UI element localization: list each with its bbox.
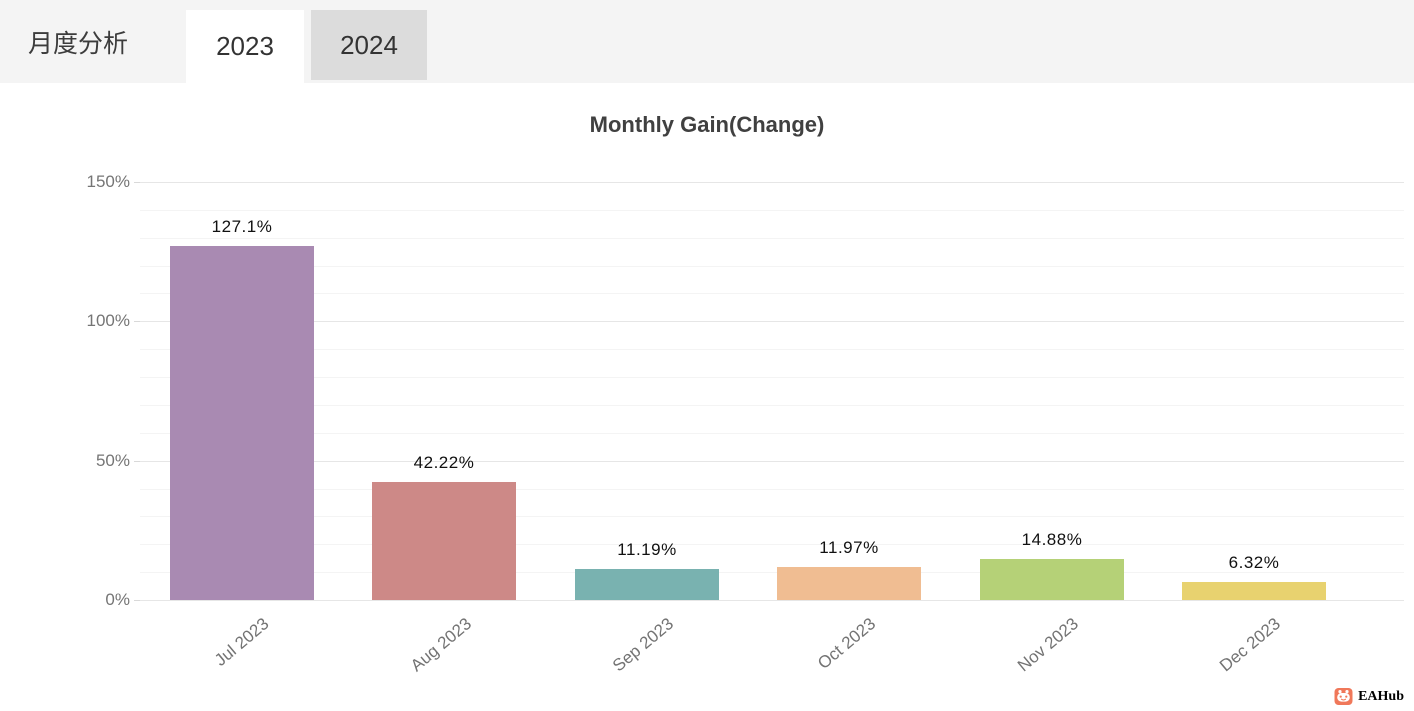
minor-grid-line [140,293,1404,294]
x-axis-label-aug-2023: Aug 2023 [406,614,475,676]
value-label-aug-2023: 42.22% [413,453,475,472]
tab-2024[interactable]: 2024 [311,10,427,80]
bar-aug-2023[interactable] [372,482,516,600]
minor-grid-line [140,349,1404,350]
y-axis-label: 0% [105,590,130,609]
minor-grid-line [140,489,1404,490]
section-title-monthly-analysis: 月度分析 [28,29,129,58]
minor-grid-line [140,433,1404,434]
eahub-logo-icon [1334,687,1353,706]
x-axis-label-nov-2023: Nov 2023 [1013,614,1082,676]
y-axis-tick [134,461,140,462]
x-axis-label-oct-2023: Oct 2023 [814,614,880,673]
eahub-watermark[interactable]: EAHub [1334,687,1404,706]
value-label-dec-2023: 6.32% [1228,553,1280,572]
bar-nov-2023[interactable] [980,559,1124,600]
bar-jul-2023[interactable] [170,246,314,600]
minor-grid-line [140,210,1404,211]
major-grid-line [140,182,1404,183]
minor-grid-line [140,572,1404,573]
minor-grid-line [140,516,1404,517]
tab-2023[interactable]: 2023 [186,10,304,83]
value-label-nov-2023: 14.88% [1021,530,1083,549]
x-axis-label-dec-2023: Dec 2023 [1216,614,1285,676]
bar-dec-2023[interactable] [1182,582,1326,600]
major-grid-line [140,321,1404,322]
y-axis-label: 50% [95,451,130,470]
minor-grid-line [140,266,1404,267]
minor-grid-line [140,377,1404,378]
value-label-jul-2023: 127.1% [211,217,273,236]
y-axis-tick [134,321,140,322]
tab-2023-label: 2023 [216,31,274,61]
x-axis-label-jul-2023: Jul 2023 [210,614,273,670]
bar-sep-2023[interactable] [575,569,719,600]
y-axis-label: 150% [86,172,130,191]
y-axis-label: 100% [86,311,130,330]
major-grid-line [140,600,1404,601]
y-axis-tick [134,600,140,601]
tab-2024-label: 2024 [340,29,398,60]
y-axis-tick [134,182,140,183]
x-axis-label-sep-2023: Sep 2023 [609,614,678,676]
minor-grid-line [140,544,1404,545]
tab-bar: 月度分析 2023 2024 [0,0,1414,83]
value-label-sep-2023: 11.19% [617,540,677,559]
value-label-oct-2023: 11.97% [819,538,879,557]
major-grid-line [140,461,1404,462]
eahub-watermark-label: EAHub [1358,688,1404,704]
minor-grid-line [140,405,1404,406]
minor-grid-line [140,238,1404,239]
chart-title: Monthly Gain(Change) [589,112,825,137]
bar-oct-2023[interactable] [777,567,921,600]
